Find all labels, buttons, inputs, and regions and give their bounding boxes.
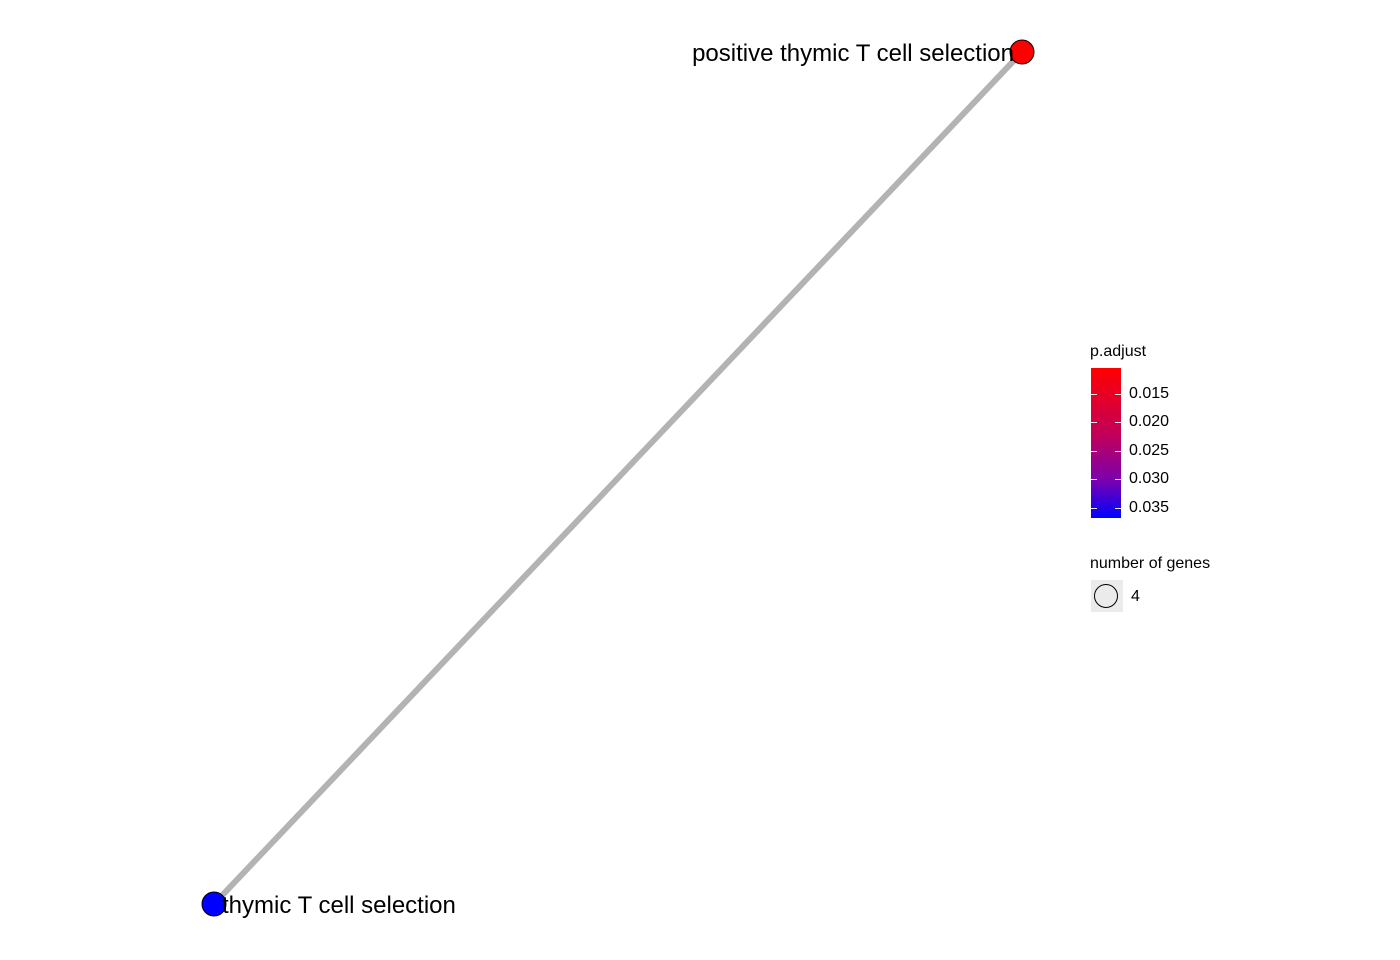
color-legend-tick: 0.030 (1129, 470, 1170, 487)
node-thymic-t-cell-selection[interactable] (201, 891, 227, 917)
size-legend-circle-icon (1094, 584, 1118, 608)
color-legend-tick: 0.025 (1129, 442, 1170, 459)
colorbar-tick-mark (1091, 394, 1097, 395)
node-positive-thymic-t-cell-selection[interactable] (1009, 39, 1035, 65)
size-legend-key (1091, 580, 1123, 612)
colorbar-tick-mark (1091, 508, 1097, 509)
colorbar-tick-mark (1091, 422, 1097, 423)
colorbar-tick-mark (1115, 451, 1121, 452)
size-legend-value: 4 (1131, 588, 1140, 605)
color-legend-tick: 0.035 (1129, 499, 1170, 516)
colorbar-tick-mark (1115, 394, 1121, 395)
colorbar-tick-mark (1091, 479, 1097, 480)
color-legend-tick: 0.020 (1129, 413, 1170, 430)
edge-n1-n2 (211, 49, 1025, 907)
colorbar-tick-mark (1115, 508, 1121, 509)
colorbar-tick-mark (1115, 479, 1121, 480)
color-legend-tick: 0.015 (1129, 385, 1170, 402)
node-label-positive-thymic-t-cell-selection: positive thymic T cell selection (692, 40, 1014, 67)
color-legend-title: p.adjust (1090, 343, 1147, 360)
node-label-thymic-t-cell-selection: thymic T cell selection (222, 892, 456, 919)
colorbar-tick-mark (1091, 451, 1097, 452)
color-legend-gradient-bar (1091, 368, 1121, 518)
size-legend-title: number of genes (1090, 555, 1211, 572)
colorbar-tick-mark (1115, 422, 1121, 423)
